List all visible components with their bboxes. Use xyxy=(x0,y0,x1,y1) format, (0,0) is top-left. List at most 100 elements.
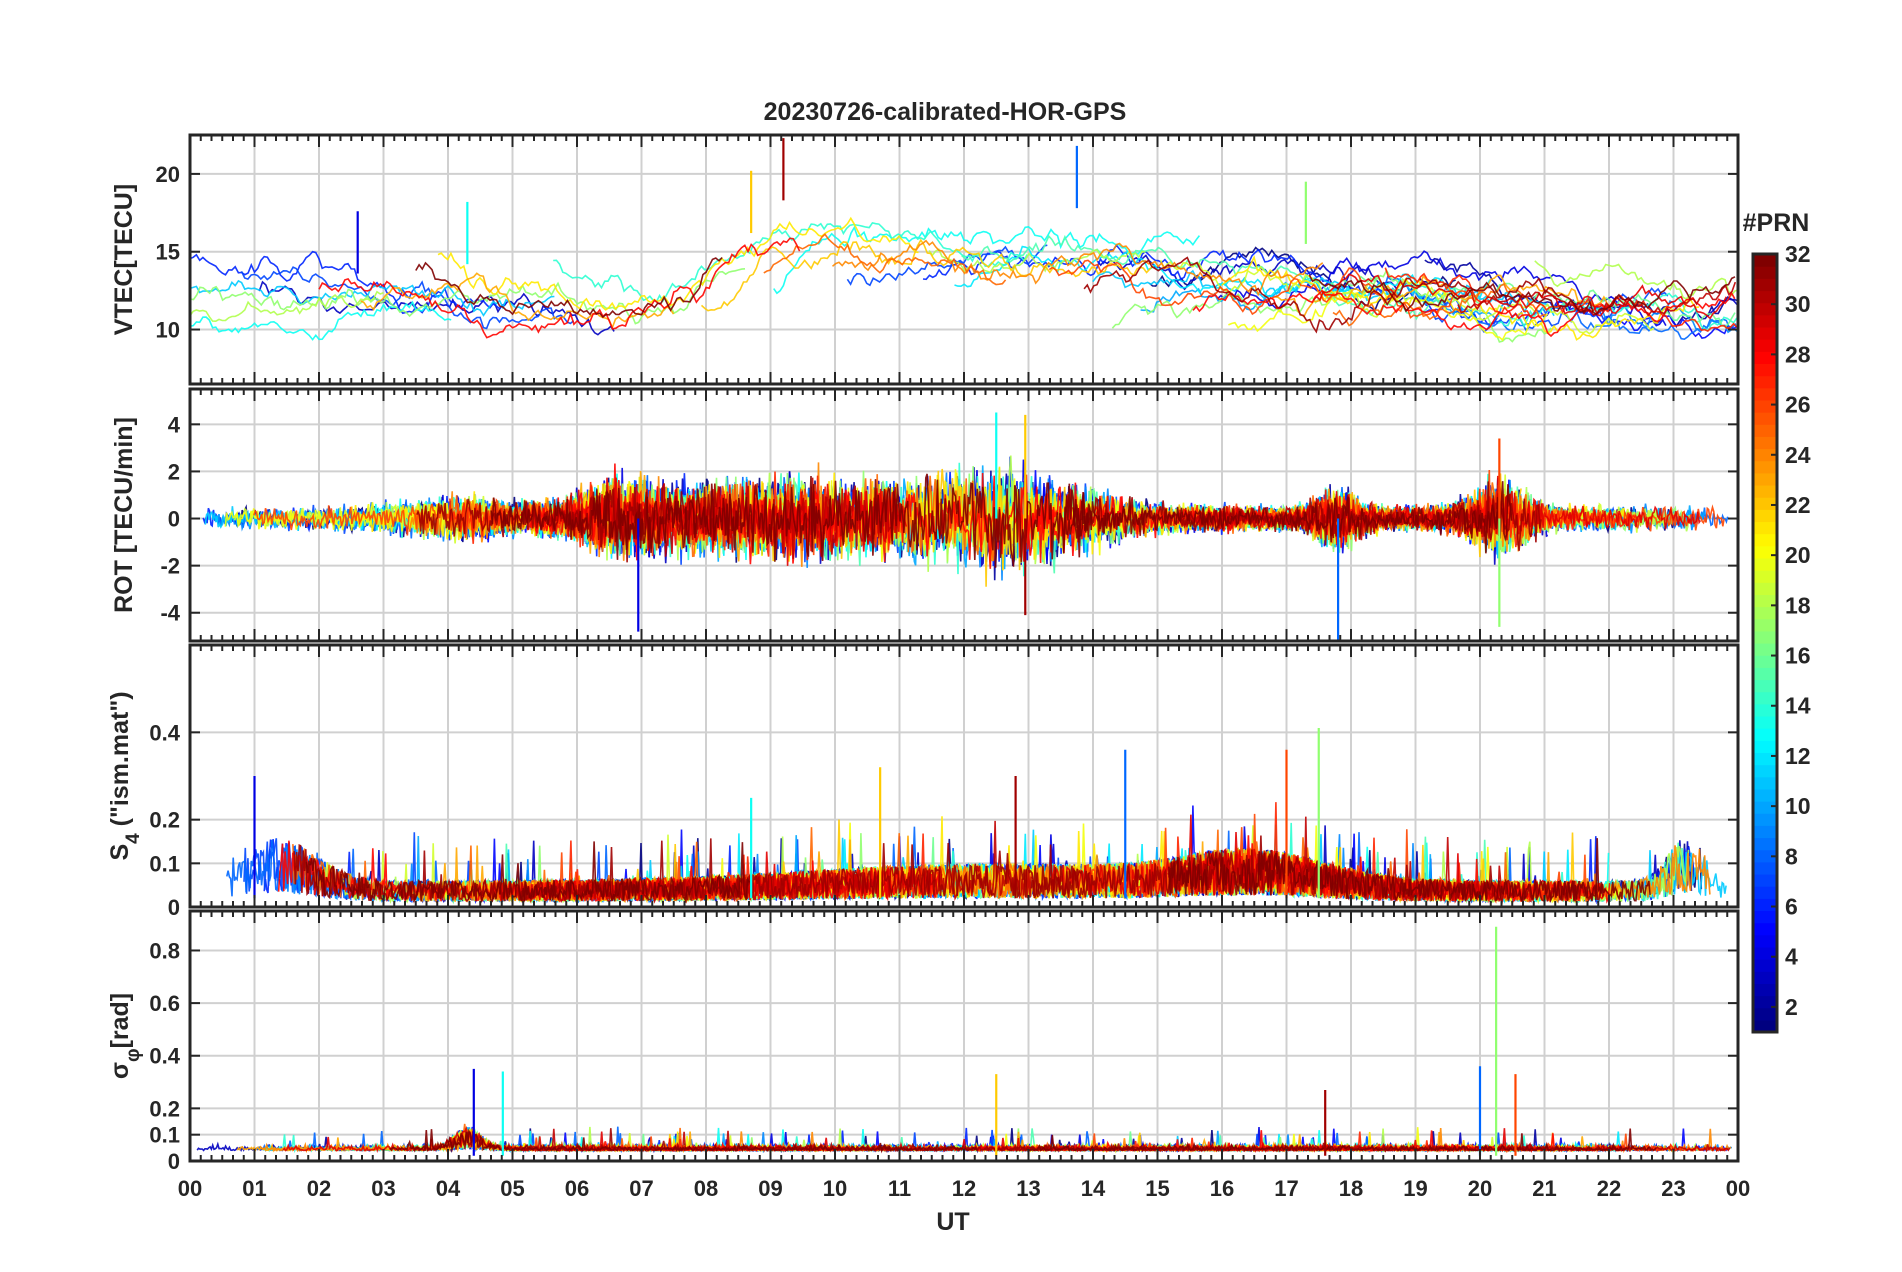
colorbar-segment xyxy=(1753,655,1777,668)
x-tick-label: 20 xyxy=(1468,1176,1492,1201)
y-tick-label: 15 xyxy=(156,240,180,265)
y-tick-label: 0.4 xyxy=(149,1044,180,1069)
prn-trace xyxy=(415,256,723,319)
x-tick-label: 00 xyxy=(1726,1176,1750,1201)
prn-trace xyxy=(1579,297,1738,334)
colorbar-segment xyxy=(1753,363,1777,377)
prn-trace xyxy=(318,237,801,339)
colorbar-segment xyxy=(1753,606,1777,620)
y-axis-label-rest: ("ism.mat") xyxy=(106,691,134,833)
prn-trace xyxy=(1168,838,1651,904)
y-tick-label: 0.1 xyxy=(149,1123,180,1148)
y-tick-label: -2 xyxy=(160,554,180,579)
prn-trace xyxy=(1072,481,1542,551)
prn-trace xyxy=(490,473,1093,568)
prn-trace xyxy=(1064,481,1513,554)
colorbar-segment xyxy=(1753,424,1777,437)
x-tick-label: 02 xyxy=(307,1176,331,1201)
colorbar-segment xyxy=(1753,436,1777,450)
prn-trace xyxy=(700,238,1154,312)
colorbar-segment xyxy=(1753,715,1777,729)
prn-trace xyxy=(1048,259,1470,319)
y-axis-label: σφ[rad] xyxy=(106,993,144,1079)
colorbar-segment xyxy=(1753,351,1777,365)
prn-trace xyxy=(1192,289,1736,338)
x-axis-label: UT xyxy=(936,1208,969,1236)
y-tick-label: 0 xyxy=(168,1149,180,1174)
colorbar-tick-label: 30 xyxy=(1785,291,1811,317)
colorbar-segment xyxy=(1753,399,1777,413)
y-tick-label: 10 xyxy=(156,318,180,343)
prn-trace xyxy=(360,272,675,330)
prn-trace xyxy=(1092,269,1555,317)
colorbar-segment xyxy=(1753,533,1777,547)
colorbar-segment xyxy=(1753,679,1777,693)
prn-trace xyxy=(1159,259,1655,335)
x-tick-label: 18 xyxy=(1339,1176,1363,1201)
colorbar-segment xyxy=(1753,691,1777,705)
y-tick-label: 0.1 xyxy=(149,851,180,876)
y-tick-label: 0.8 xyxy=(149,938,180,963)
y-tick-label: 2 xyxy=(168,459,180,484)
x-tick-label: 08 xyxy=(694,1176,718,1201)
colorbar-segment xyxy=(1753,934,1777,948)
colorbar-segment xyxy=(1753,873,1777,887)
colorbar-segment xyxy=(1753,983,1777,997)
prn-trace xyxy=(1026,1128,1657,1153)
colorbar-segment xyxy=(1753,509,1777,523)
colorbar-tick-label: 20 xyxy=(1785,542,1811,568)
colorbar-segment xyxy=(1753,898,1777,912)
colorbar-segment xyxy=(1753,837,1777,851)
colorbar-segment xyxy=(1753,521,1777,535)
colorbar-frame xyxy=(1751,252,1779,1034)
colorbar-segment xyxy=(1753,582,1777,595)
trace-layer xyxy=(202,412,1729,641)
colorbar-segment xyxy=(1753,412,1777,425)
x-tick-label: 23 xyxy=(1661,1176,1685,1201)
x-tick-label: 17 xyxy=(1274,1176,1298,1201)
x-tick-label: 14 xyxy=(1081,1176,1106,1201)
colorbar-segment xyxy=(1753,570,1777,583)
colorbar-segment xyxy=(1753,776,1777,790)
panel-vtec: 10 15 20 VTEC[TECU] xyxy=(110,133,1740,386)
colorbar-segment xyxy=(1753,886,1777,899)
prn-trace xyxy=(190,300,452,341)
x-tick-label: 00 xyxy=(178,1176,202,1201)
colorbar-segment xyxy=(1753,290,1777,304)
colorbar-segment xyxy=(1753,971,1777,984)
colorbar-tick-label: 6 xyxy=(1785,894,1798,920)
colorbar-segment xyxy=(1753,861,1777,875)
colorbar-segment xyxy=(1753,460,1777,474)
colorbar-label: #PRN xyxy=(1743,209,1810,237)
colorbar-tick-label: 28 xyxy=(1785,341,1811,367)
colorbar-segment xyxy=(1753,618,1777,632)
x-tick-label: 07 xyxy=(629,1176,653,1201)
y-tick-label: 0 xyxy=(168,895,180,920)
colorbar-segment xyxy=(1753,752,1777,766)
colorbar-segment xyxy=(1753,788,1777,802)
colorbar-segment xyxy=(1753,1019,1777,1033)
trace-layer xyxy=(226,727,1727,905)
x-tick-label: 03 xyxy=(371,1176,395,1201)
prn-trace xyxy=(1384,267,1738,333)
prn-trace xyxy=(928,248,1146,274)
prn-trace xyxy=(1308,274,1736,316)
prn-trace xyxy=(961,234,1443,321)
colorbar-segment xyxy=(1753,922,1777,936)
colorbar-tick-label: 10 xyxy=(1785,793,1811,819)
prn-trace xyxy=(763,233,1007,286)
colorbar-tick-label: 14 xyxy=(1785,693,1811,719)
colorbar-tick-label: 12 xyxy=(1785,743,1811,769)
colorbar-segment xyxy=(1753,448,1777,462)
colorbar-segment xyxy=(1753,387,1777,401)
y-axis-label-rest: [rad] xyxy=(106,993,134,1049)
x-tick-label: 21 xyxy=(1532,1176,1556,1201)
colorbar-segment xyxy=(1753,545,1777,559)
y-tick-label: 4 xyxy=(168,412,181,437)
y-tick-label: 20 xyxy=(156,162,180,187)
x-tick-label: 06 xyxy=(565,1176,589,1201)
colorbar-segment xyxy=(1753,740,1777,754)
prn-trace xyxy=(437,216,919,311)
